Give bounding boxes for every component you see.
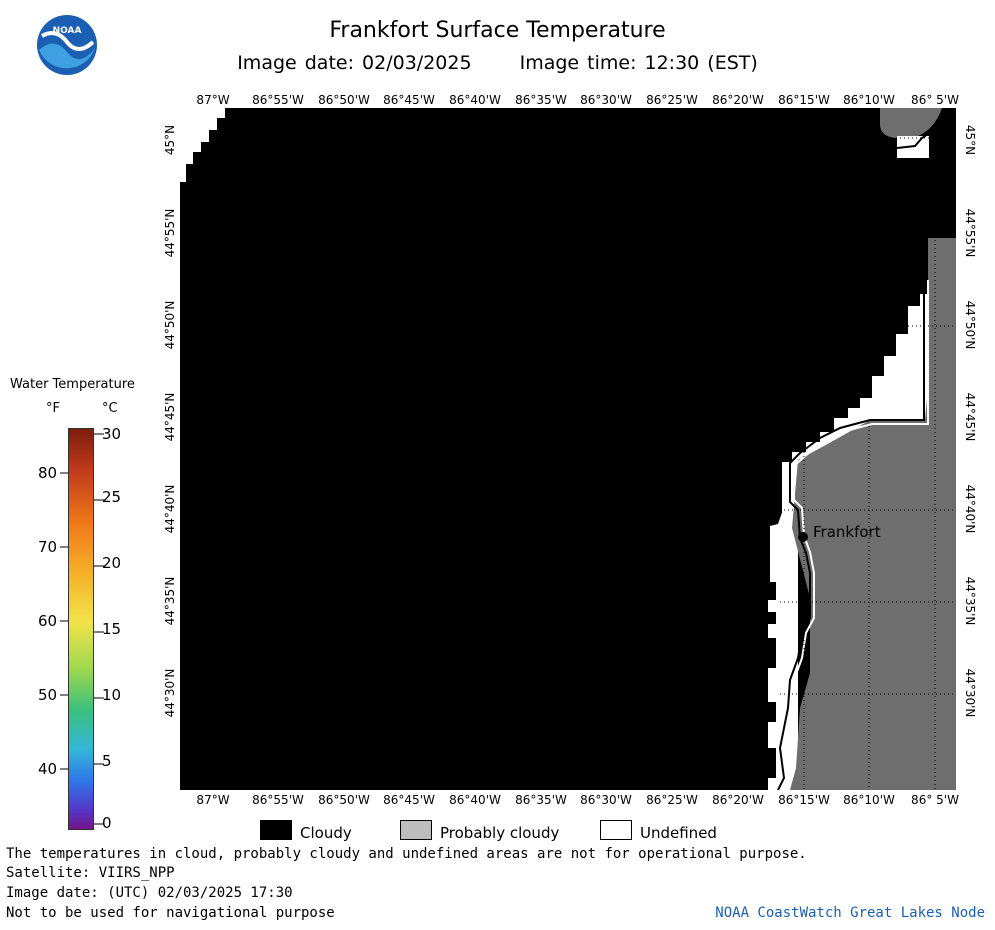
lon-label: 86°35'W xyxy=(515,793,567,807)
lon-label: 87°W xyxy=(196,793,230,807)
footer-navigation-warning: Not to be used for navigational purpose xyxy=(6,905,335,921)
noaa-logo: NOAA xyxy=(37,15,97,75)
lat-label: 45°N xyxy=(963,124,977,156)
map-area: Frankfort xyxy=(180,108,956,790)
image-date-time: Image date: 02/03/2025 Image time: 12:30… xyxy=(0,52,995,74)
scale-c-label: 25 xyxy=(102,488,122,506)
undefined-region-nw xyxy=(180,108,225,182)
lat-label: 44°30'N xyxy=(163,668,177,718)
scale-f-label: 40 xyxy=(38,760,58,778)
legend-label-cloudy: Cloudy xyxy=(300,824,352,842)
lon-label: 86°45'W xyxy=(383,793,435,807)
probably-cloudy-land xyxy=(790,238,956,790)
scale-c-label: 10 xyxy=(102,686,122,704)
lon-label: 86°50'W xyxy=(318,93,370,107)
lat-label: 45°N xyxy=(163,124,177,156)
legend-label-probably-cloudy: Probably cloudy xyxy=(440,824,560,842)
legend-swatch-cloudy xyxy=(260,820,292,840)
lon-label: 86°15'W xyxy=(778,93,830,107)
unit-c: °C xyxy=(102,401,118,416)
legend-swatch-probably-cloudy xyxy=(400,820,432,840)
color-scale-bar xyxy=(68,428,94,830)
lon-label: 86°55'W xyxy=(252,93,304,107)
unit-f: °F xyxy=(46,401,60,416)
footer-utc-date: Image date: (UTC) 02/03/2025 17:30 xyxy=(6,885,293,901)
lon-label: 86°50'W xyxy=(318,793,370,807)
scale-f-label: 60 xyxy=(38,612,58,630)
logo-text: NOAA xyxy=(53,26,82,36)
lon-label: 86° 5'W xyxy=(911,93,959,107)
lon-label: 86°25'W xyxy=(646,93,698,107)
graticule xyxy=(780,137,956,790)
scale-c-label: 20 xyxy=(102,554,122,572)
lon-label: 86°40'W xyxy=(449,793,501,807)
image-date: Image date: 02/03/2025 xyxy=(237,52,472,74)
lon-label: 86°10'W xyxy=(843,793,895,807)
lat-label: 44°50'N xyxy=(963,300,977,350)
image-time: Image time: 12:30 (EST) xyxy=(519,52,758,74)
lat-label: 44°55'N xyxy=(163,208,177,258)
page-title: Frankfort Surface Temperature xyxy=(329,18,666,43)
scale-f-label: 70 xyxy=(38,538,58,556)
lon-label: 86°55'W xyxy=(252,793,304,807)
lat-label: 44°45'N xyxy=(963,392,977,442)
lat-label: 44°40'N xyxy=(963,484,977,534)
scale-ticks xyxy=(60,433,104,825)
shoreline-ne xyxy=(896,133,929,149)
frankfort-marker xyxy=(798,532,808,542)
footer-disclaimer: The temperatures in cloud, probably clou… xyxy=(6,846,807,862)
footer-brand: NOAA CoastWatch Great Lakes Node xyxy=(715,905,985,921)
lat-label: 44°35'N xyxy=(163,576,177,626)
scale-c-label: 0 xyxy=(102,814,112,832)
legend-swatch-undefined xyxy=(600,820,632,840)
lon-label: 87°W xyxy=(196,93,230,107)
legend-title: Water Temperature xyxy=(10,377,135,392)
lon-label: 86°45'W xyxy=(383,93,435,107)
lon-label: 86°35'W xyxy=(515,93,567,107)
lon-label: 86°25'W xyxy=(646,793,698,807)
legend-label-undefined: Undefined xyxy=(640,824,717,842)
shoreline xyxy=(777,280,925,790)
scale-c-label: 5 xyxy=(102,752,112,770)
lat-label: 44°30'N xyxy=(963,668,977,718)
lon-label: 86°20'W xyxy=(712,93,764,107)
lat-label: 44°55'N xyxy=(963,208,977,258)
frankfort-label: Frankfort xyxy=(813,523,881,541)
lon-label: 86°30'W xyxy=(580,93,632,107)
lat-label: 44°35'N xyxy=(963,576,977,626)
lon-label: 86° 5'W xyxy=(911,793,959,807)
scale-c-label: 15 xyxy=(102,620,122,638)
scale-f-label: 80 xyxy=(38,464,58,482)
lon-label: 86°40'W xyxy=(449,93,501,107)
lon-label: 86°30'W xyxy=(580,793,632,807)
lon-label: 86°20'W xyxy=(712,793,764,807)
probably-cloudy-region-ne xyxy=(880,108,942,140)
footer-satellite: Satellite: VIIRS_NPP xyxy=(6,865,175,881)
scale-c-label: 30 xyxy=(102,425,122,443)
lon-label: 86°15'W xyxy=(778,793,830,807)
lat-label: 44°45'N xyxy=(163,392,177,442)
scale-f-label: 50 xyxy=(38,686,58,704)
lat-label: 44°40'N xyxy=(163,484,177,534)
lat-label: 44°50'N xyxy=(163,300,177,350)
lon-label: 86°10'W xyxy=(843,93,895,107)
